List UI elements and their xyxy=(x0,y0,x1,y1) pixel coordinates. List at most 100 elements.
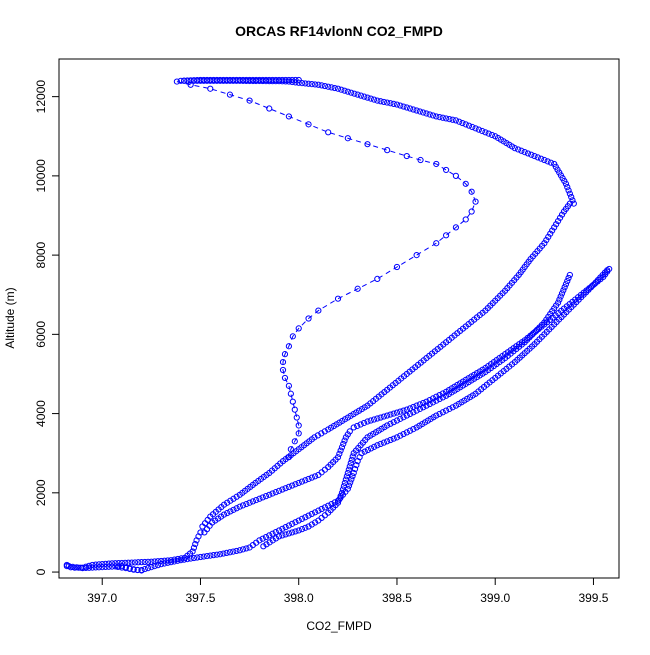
data-point xyxy=(351,90,358,97)
data-point xyxy=(298,478,306,485)
data-point xyxy=(220,501,228,508)
data-point xyxy=(279,366,287,374)
data-point xyxy=(112,563,119,570)
data-point xyxy=(397,415,404,422)
data-point xyxy=(370,416,378,423)
data-point xyxy=(223,76,230,84)
data-point xyxy=(164,559,171,566)
data-point xyxy=(269,530,276,537)
data-point xyxy=(279,358,287,366)
data-point xyxy=(253,496,260,504)
data-point xyxy=(262,76,270,84)
data-point xyxy=(551,160,558,168)
y-axis-label: Altitude (m) xyxy=(3,287,17,348)
data-point xyxy=(259,76,266,84)
data-point xyxy=(545,233,552,240)
data-point xyxy=(334,454,342,461)
data-point xyxy=(397,102,404,109)
data-point xyxy=(518,147,525,154)
data-point xyxy=(413,407,420,414)
data-point xyxy=(354,285,361,292)
data-point xyxy=(161,560,168,567)
data-point xyxy=(390,435,397,442)
data-point xyxy=(344,88,351,95)
data-point xyxy=(377,414,384,421)
data-point xyxy=(420,404,427,411)
data-point xyxy=(122,564,129,571)
data-point xyxy=(305,121,312,128)
data-point xyxy=(217,76,224,84)
data-point xyxy=(197,529,204,536)
data-point xyxy=(423,110,430,117)
data-point xyxy=(203,552,211,560)
data-point xyxy=(524,150,532,157)
data-point xyxy=(413,402,420,409)
data-point xyxy=(180,556,188,563)
data-point xyxy=(465,122,473,129)
data-point xyxy=(295,479,302,487)
data-point xyxy=(190,554,198,562)
series-profile-5-dashed xyxy=(173,78,479,461)
data-point xyxy=(459,119,466,127)
data-point xyxy=(118,559,125,567)
data-point xyxy=(130,566,137,573)
data-point xyxy=(351,465,359,473)
data-point xyxy=(400,414,407,421)
data-point xyxy=(314,432,321,439)
data-point xyxy=(282,485,289,492)
data-point xyxy=(341,87,348,94)
data-point xyxy=(426,111,433,118)
data-point xyxy=(350,424,357,431)
data-point xyxy=(564,277,571,285)
data-point xyxy=(325,129,332,136)
data-point xyxy=(334,85,342,92)
data-point xyxy=(346,428,353,435)
data-point xyxy=(73,564,80,571)
data-point xyxy=(125,559,132,566)
data-point xyxy=(462,121,469,128)
data-point xyxy=(315,307,322,314)
data-point xyxy=(266,76,273,84)
data-point xyxy=(266,532,273,539)
data-point xyxy=(339,486,347,493)
data-point xyxy=(292,519,299,526)
data-point xyxy=(468,188,475,195)
data-point xyxy=(289,333,296,340)
data-point xyxy=(364,446,371,454)
data-point xyxy=(390,419,397,426)
data-point xyxy=(128,559,135,566)
data-point xyxy=(220,550,227,557)
data-point xyxy=(239,76,247,84)
data-point xyxy=(397,408,404,415)
data-point xyxy=(226,549,234,556)
data-point xyxy=(226,91,234,98)
data-point xyxy=(289,78,296,86)
data-point xyxy=(298,515,306,523)
data-point xyxy=(210,76,217,84)
data-point xyxy=(384,147,391,154)
data-point xyxy=(569,197,576,204)
data-point xyxy=(266,491,273,498)
data-point xyxy=(337,493,344,500)
data-point xyxy=(295,430,302,437)
data-point xyxy=(287,390,294,397)
data-point xyxy=(468,208,475,215)
data-point xyxy=(230,548,237,555)
data-point xyxy=(253,76,260,84)
data-point xyxy=(541,156,548,164)
data-point xyxy=(115,559,122,567)
data-point xyxy=(272,529,279,536)
data-point xyxy=(226,76,234,84)
data-point xyxy=(439,394,446,401)
data-point xyxy=(387,411,394,418)
data-point xyxy=(308,474,315,481)
y-axis: 0 2000 4000 6000 8000 10000 12000 xyxy=(34,80,59,575)
data-point xyxy=(285,382,292,389)
data-point xyxy=(194,77,201,84)
data-point xyxy=(311,519,319,526)
data-point xyxy=(321,82,329,90)
data-point xyxy=(417,156,424,164)
data-point xyxy=(433,113,440,120)
data-point xyxy=(108,563,116,570)
data-point xyxy=(360,419,368,427)
